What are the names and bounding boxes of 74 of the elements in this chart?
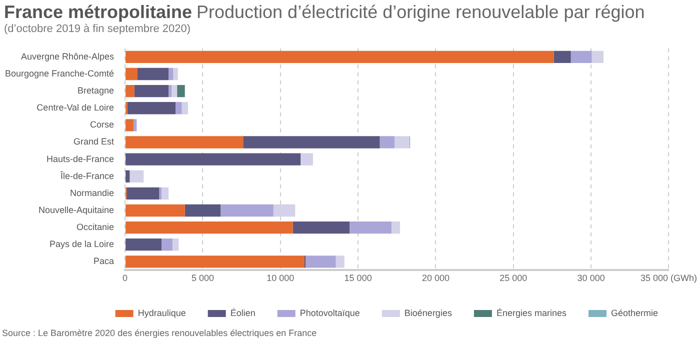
bar (126, 187, 160, 200)
x-tick-label: 15 000 (344, 273, 372, 284)
bar (592, 50, 604, 64)
bar (127, 102, 176, 114)
legend-label: Hydraulique (138, 308, 186, 318)
y-tick-label: Paca (94, 256, 114, 266)
bar (380, 136, 395, 148)
bar (182, 102, 188, 114)
legend-label: Géothermie (610, 308, 658, 318)
bar (350, 221, 392, 234)
y-tick-label: Normandie (70, 188, 114, 198)
bar (220, 204, 274, 217)
y-tick-label: Occitanie (76, 222, 114, 232)
bar (126, 204, 185, 217)
text: (d’octobre 2019 à fin septembre 2020) (4, 23, 192, 35)
bar (184, 204, 221, 217)
bar (134, 119, 137, 132)
bar (336, 256, 344, 268)
x-tick-label: 10 000 (266, 273, 294, 284)
y-tick-label: Grand Est (74, 136, 115, 147)
bar (168, 68, 174, 80)
bar (162, 238, 172, 251)
chart-title: France métropolitaine (4, 2, 192, 22)
bar (159, 187, 162, 200)
bar (126, 256, 304, 268)
x-tick-label: 35 000 (GWh) (640, 273, 698, 284)
bar (126, 68, 138, 80)
y-tick-label: Corse (90, 120, 114, 130)
bar (126, 136, 244, 148)
y-tick-label: Bretagne (78, 86, 114, 96)
bar (243, 136, 380, 148)
bar (172, 84, 178, 98)
bar (126, 84, 134, 98)
y-tick-label: Île-de-France (60, 170, 114, 181)
legend-label: Énergies marines (496, 308, 567, 318)
bar (172, 238, 179, 251)
bar (292, 221, 350, 234)
y-tick-label: Centre-Val de Loire (36, 102, 114, 113)
x-tick-label: 30 000 (577, 273, 605, 284)
bar (173, 68, 178, 80)
source-note: Source : Le Baromètre 2020 des énergies renouvelables électriques en France (1, 328, 318, 338)
bar (126, 238, 162, 251)
legend-label: Photovoltaïque (300, 308, 360, 318)
bar (394, 136, 410, 148)
bar (126, 153, 301, 166)
chart-subtitle: Production d’électricité d’origine renouvelable par région (196, 2, 645, 22)
x-tick-label: 0 (122, 273, 128, 284)
y-tick-label: Nouvelle-Aquitaine (38, 204, 114, 215)
bar (126, 50, 554, 64)
bar (554, 50, 571, 64)
x-tick-label: 20 000 (422, 273, 450, 284)
y-tick-label: Pays de la Loire (50, 239, 114, 250)
legend-label: Éolien (230, 308, 256, 318)
bar (162, 187, 169, 200)
x-tick-label: 25 000 (500, 273, 528, 284)
x-tick-label: 5 000 (191, 273, 214, 284)
bar (126, 170, 130, 182)
bar (168, 84, 172, 98)
y-tick-label: Bourgogne Franche-Comté (4, 68, 114, 78)
legend-label: Bioénergies (404, 308, 452, 318)
bar (300, 153, 314, 166)
y-tick-label: Hauts-de-France (46, 154, 114, 164)
bar (137, 68, 169, 80)
bar (130, 170, 144, 182)
bar (126, 119, 134, 132)
bar (570, 50, 592, 64)
bar (273, 204, 296, 217)
bar (306, 256, 336, 268)
bar (126, 221, 293, 234)
bar (176, 102, 182, 114)
bar (391, 221, 400, 234)
bar (134, 84, 169, 98)
bar (177, 84, 185, 98)
y-tick-label: Auvergne Rhône-Alpes (20, 51, 115, 62)
